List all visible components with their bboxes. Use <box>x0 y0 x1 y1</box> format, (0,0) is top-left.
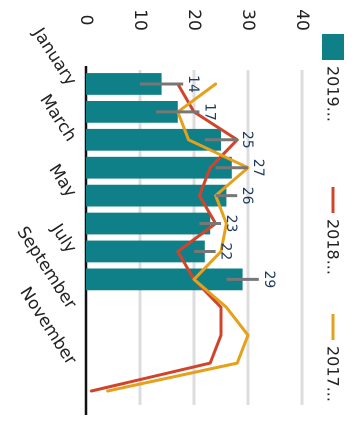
data-label: 25 <box>239 131 255 149</box>
data-label: 22 <box>218 243 234 261</box>
data-label: 23 <box>223 215 239 233</box>
bar <box>86 184 227 207</box>
category-label: May <box>44 161 80 201</box>
bar <box>86 268 243 291</box>
data-label: 29 <box>261 270 277 288</box>
bar <box>86 100 178 123</box>
value-tick-label: 10 <box>130 9 150 31</box>
category-label: July <box>46 220 80 257</box>
series-line <box>106 82 250 393</box>
legend-label: 2018... <box>324 219 343 275</box>
legend-label: 2017... <box>324 346 343 402</box>
data-label: 14 <box>185 75 201 93</box>
bar <box>86 240 205 263</box>
bar <box>86 212 211 235</box>
value-tick-label: 30 <box>238 9 258 31</box>
legend-label: 2019... <box>324 66 343 122</box>
legend-swatch <box>322 34 344 60</box>
data-label: 26 <box>239 187 255 205</box>
bar <box>86 73 162 95</box>
bar <box>86 156 232 179</box>
data-label: 27 <box>250 159 266 177</box>
data-label: 17 <box>201 103 217 121</box>
category-label: March <box>35 91 80 145</box>
value-tick-label: 40 <box>292 9 312 31</box>
bar <box>86 128 221 151</box>
value-tick-label: 20 <box>184 9 204 31</box>
series-line <box>89 82 239 393</box>
value-tick-label: 0 <box>76 15 96 26</box>
category-label: January <box>28 24 80 90</box>
